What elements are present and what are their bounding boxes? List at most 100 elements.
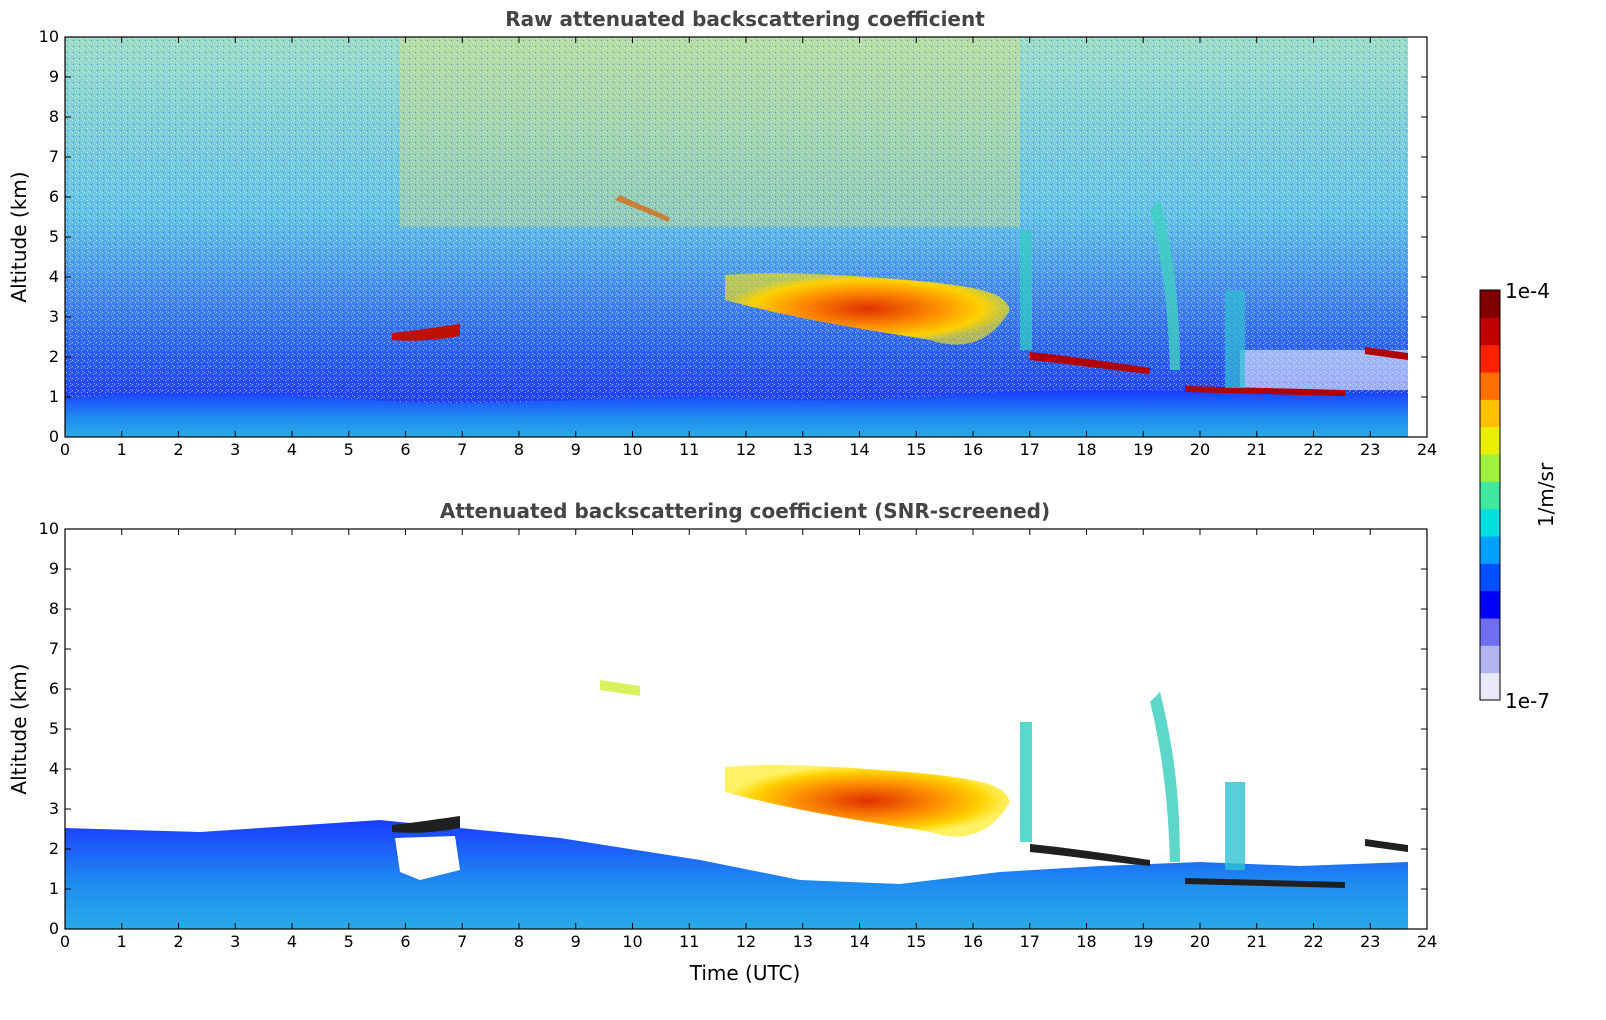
raw-x-tick-label: 21 xyxy=(1247,440,1267,459)
raw-x-tick-label: 22 xyxy=(1303,440,1323,459)
raw-x-tick-label: 5 xyxy=(344,440,354,459)
snr-x-tick-label: 22 xyxy=(1303,932,1323,951)
raw-y-tick-label: 9 xyxy=(49,67,59,86)
raw-noise xyxy=(65,37,1408,437)
snr-x-tick-label: 8 xyxy=(514,932,524,951)
snr-frame xyxy=(64,528,1428,930)
colorbar-step xyxy=(1480,372,1500,400)
snr-cloud-20-22h xyxy=(1185,878,1345,888)
raw-convective-column-2 xyxy=(1225,290,1245,388)
snr-y-tick-label: 0 xyxy=(49,919,59,938)
snr-x-tick-label: 16 xyxy=(963,932,983,951)
snr-x-tick-label: 23 xyxy=(1360,932,1380,951)
snr-y-tick-label: 4 xyxy=(49,759,59,778)
raw-x-tick-label: 3 xyxy=(230,440,240,459)
snr-y-tick-label: 5 xyxy=(49,719,59,738)
raw-y-tick-label: 4 xyxy=(49,267,59,286)
snr-x-tick-label: 14 xyxy=(849,932,869,951)
snr-y-tick-label: 7 xyxy=(49,639,59,658)
raw-x-tick-label: 6 xyxy=(400,440,410,459)
raw-x-tick-label: 10 xyxy=(622,440,642,459)
snr-x-tick-label: 2 xyxy=(173,932,183,951)
raw-x-tick-label: 14 xyxy=(849,440,869,459)
raw-x-tick-label: 18 xyxy=(1076,440,1096,459)
raw-x-tick-label: 12 xyxy=(736,440,756,459)
snr-x-tick-label: 18 xyxy=(1076,932,1096,951)
raw-y-tick-label: 5 xyxy=(49,227,59,246)
snr-cloud-23h xyxy=(1365,839,1408,852)
snr-bl-white-pocket xyxy=(395,836,460,880)
raw-convective-column-1 xyxy=(1150,200,1180,370)
snr-convective-column-1 xyxy=(1150,692,1180,862)
colorbar-frame xyxy=(1479,289,1501,701)
colorbar-step xyxy=(1480,536,1500,564)
raw-cloud-17-19h xyxy=(1030,352,1150,374)
raw-panel: Raw attenuated backscattering coefficien… xyxy=(7,7,1437,459)
colorbar-step xyxy=(1480,481,1500,510)
snr-x-tick-label: 19 xyxy=(1133,932,1153,951)
raw-cloud-23h xyxy=(1365,347,1408,360)
snr-y-tick-label: 1 xyxy=(49,879,59,898)
snr-cirrus-fragment xyxy=(600,680,640,696)
snr-x-tick-label: 1 xyxy=(117,932,127,951)
raw-y-axis-label: Altitude (km) xyxy=(7,171,31,302)
colorbar-step xyxy=(1480,563,1500,592)
raw-cloud-12-17h xyxy=(725,272,1010,345)
raw-x-tick-label: 13 xyxy=(793,440,813,459)
colorbar-step xyxy=(1480,645,1500,674)
raw-frame xyxy=(64,36,1428,438)
colorbar-step xyxy=(1480,454,1500,482)
raw-x-tick-label: 1 xyxy=(117,440,127,459)
colorbar-step xyxy=(1480,344,1500,373)
snr-x-tick-label: 13 xyxy=(793,932,813,951)
colorbar-step xyxy=(1480,672,1500,701)
raw-x-tick-label: 7 xyxy=(457,440,467,459)
snr-cloud-17-19h xyxy=(1030,844,1150,866)
raw-x-tick-label: 16 xyxy=(963,440,983,459)
raw-white-gap xyxy=(1240,350,1408,390)
colorbar: 1e-4 1e-7 1/m/sr xyxy=(1479,279,1558,713)
raw-y-axis-ticks: 0 1 2 3 4 5 6 7 8 9 10 xyxy=(39,27,1427,446)
snr-y-tick-label: 10 xyxy=(39,519,59,538)
raw-panel-title: Raw attenuated backscattering coefficien… xyxy=(505,7,985,31)
colorbar-step xyxy=(1480,618,1500,646)
raw-cloud-6-7h xyxy=(392,324,460,341)
raw-y-tick-label: 2 xyxy=(49,347,59,366)
colorbar-step xyxy=(1480,399,1500,428)
snr-y-tick-label: 8 xyxy=(49,599,59,618)
raw-y-tick-label: 0 xyxy=(49,427,59,446)
snr-convective-column-3 xyxy=(1020,722,1032,842)
raw-x-tick-label: 20 xyxy=(1190,440,1210,459)
snr-x-tick-label: 17 xyxy=(1020,932,1040,951)
raw-boundary-layer xyxy=(65,390,1408,437)
raw-x-tick-label: 11 xyxy=(679,440,699,459)
snr-x-tick-label: 11 xyxy=(679,932,699,951)
snr-cloud-6-7h xyxy=(392,816,460,833)
raw-plot-area xyxy=(65,37,1408,437)
snr-x-tick-label: 9 xyxy=(571,932,581,951)
raw-y-tick-label: 10 xyxy=(39,27,59,46)
x-axis-label: Time (UTC) xyxy=(689,961,801,985)
snr-y-tick-label: 6 xyxy=(49,679,59,698)
snr-x-tick-label: 21 xyxy=(1247,932,1267,951)
raw-y-tick-label: 8 xyxy=(49,107,59,126)
raw-cloud-20-22h xyxy=(1185,386,1345,396)
raw-y-tick-label: 3 xyxy=(49,307,59,326)
raw-y-tick-label: 7 xyxy=(49,147,59,166)
colorbar-step xyxy=(1480,317,1500,346)
raw-x-tick-label: 17 xyxy=(1020,440,1040,459)
colorbar-step xyxy=(1480,508,1500,537)
raw-x-tick-label: 4 xyxy=(287,440,297,459)
raw-y-tick-label: 1 xyxy=(49,387,59,406)
snr-x-tick-label: 3 xyxy=(230,932,240,951)
snr-y-tick-label: 9 xyxy=(49,559,59,578)
snr-x-tick-label: 6 xyxy=(400,932,410,951)
snr-y-tick-label: 2 xyxy=(49,839,59,858)
snr-panel-title: Attenuated backscattering coefficient (S… xyxy=(440,499,1050,523)
snr-x-tick-label: 12 xyxy=(736,932,756,951)
colorbar-step xyxy=(1480,426,1500,455)
snr-x-tick-label: 15 xyxy=(906,932,926,951)
snr-x-tick-label: 4 xyxy=(287,932,297,951)
raw-x-tick-label: 0 xyxy=(60,440,70,459)
